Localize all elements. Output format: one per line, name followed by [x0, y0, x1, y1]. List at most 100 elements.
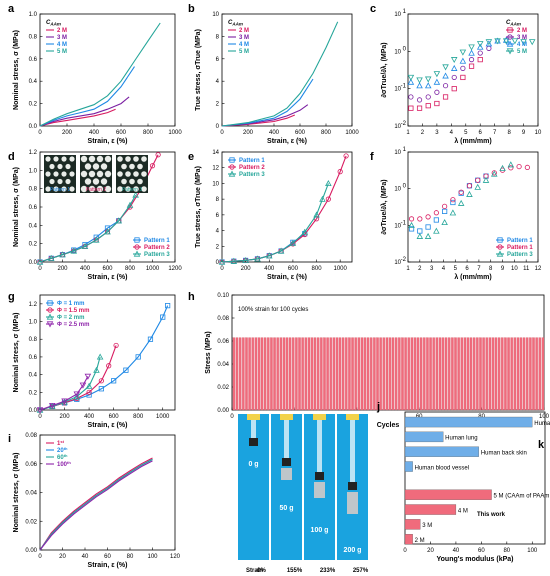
x-tick-label-c: 7: [493, 130, 497, 136]
cycle-bar: [448, 337, 451, 411]
data-point: [343, 153, 349, 159]
cycle-bar: [282, 337, 286, 411]
series-c-3: [407, 38, 536, 84]
data-point: [442, 203, 448, 209]
weight-icon: [281, 468, 292, 480]
data-point: [491, 170, 498, 177]
chart-b: 0 200 400 600 800 1000 0 2 4 6 8 10 Strain, ε (%) Tru…: [188, 3, 359, 145]
y-axis-label-a: Nominal stress, σ (MPa): [13, 30, 20, 110]
panel-label-a: a: [8, 3, 15, 15]
pattern-hole: [49, 178, 55, 185]
series-a-2: [39, 66, 135, 127]
y-tick-label-e: 6: [216, 213, 220, 219]
cycle-bar: [310, 337, 314, 411]
panel-label-i: i: [8, 433, 11, 445]
y-tick-label-b: 0: [216, 124, 220, 130]
weight-label: 50 g: [279, 505, 293, 512]
data-point: [450, 64, 458, 71]
legend-title: CAAm: [46, 20, 61, 27]
legend-g: Φ = 1 mmΦ = 1.5 mmΦ = 2 mmΦ = 2.5 mm: [46, 300, 89, 328]
x-tick-label-b: 1000: [345, 130, 359, 136]
legend-entry: 3 M: [57, 35, 67, 41]
y-tick-label-h: 0.10: [217, 293, 229, 299]
data-point: [477, 57, 483, 63]
y-tick-label-g: 0.2: [29, 390, 38, 396]
pattern-hole: [69, 186, 75, 192]
pattern-hole: [80, 170, 88, 178]
data-point: [408, 226, 415, 232]
series-line: [39, 376, 89, 411]
series-d-2: [36, 191, 139, 265]
data-point: [92, 236, 100, 243]
legend-marker: [506, 48, 514, 55]
x-tick-label-h: 0: [230, 414, 234, 420]
legend-title: CAAm: [228, 20, 243, 27]
data-point: [460, 65, 466, 71]
legend-entry-sup: th: [64, 446, 68, 451]
pattern-hole: [49, 163, 55, 170]
data-point: [459, 49, 467, 56]
cycle-bar: [391, 337, 395, 411]
data-point: [79, 382, 87, 389]
x-tick-label-f: 2: [418, 266, 422, 272]
data-point: [49, 402, 56, 410]
y-axis-label-c: ∂σTrue/∂λ, (MPa): [380, 42, 388, 97]
data-point: [104, 228, 111, 235]
data-point: [416, 232, 424, 239]
legend-entry: Pattern 1: [239, 158, 265, 164]
x-tick-label-f: 4: [442, 266, 446, 272]
x-tick-label-i: 60: [104, 554, 111, 560]
cycle-bar: [538, 337, 541, 411]
data-point: [476, 41, 484, 48]
x-tick-label-i: 0: [38, 554, 42, 560]
y-tick-label-e: 14: [212, 150, 219, 156]
data-point: [407, 74, 415, 81]
cycle-bar: [516, 337, 520, 411]
panel-label-b: b: [188, 3, 195, 15]
pattern-hole: [133, 186, 139, 192]
y-tick-label-f: 10: [394, 150, 401, 156]
x-tick-label-i: 20: [59, 554, 66, 560]
data-point: [520, 39, 527, 46]
data-point: [84, 373, 92, 380]
data-point: [433, 210, 439, 216]
cycle-bar: [419, 337, 423, 411]
data-point: [277, 247, 285, 254]
cycle-bar: [407, 337, 410, 411]
cycle-bar: [329, 337, 332, 411]
data-point: [442, 64, 449, 71]
x-tick-label-g: 800: [133, 414, 144, 420]
panel-label-d: d: [8, 151, 15, 163]
pattern-hole: [125, 186, 131, 192]
cycle-bar: [482, 337, 485, 411]
y-axis-label-h: Stress (MPa): [205, 331, 212, 373]
data-point: [460, 74, 466, 81]
data-point: [457, 199, 465, 206]
pattern-hole: [117, 156, 123, 162]
cycle-bar: [426, 337, 429, 411]
y-tick-label-e: 0: [216, 260, 220, 266]
y-tick-label-i: 0.04: [25, 491, 37, 497]
strain-value: 257%: [353, 568, 369, 574]
y-tick-label-g: 0.0: [29, 408, 38, 414]
data-point: [132, 191, 139, 198]
data-point: [407, 78, 415, 85]
series-g-3: [36, 373, 92, 414]
clamp-icon: [313, 414, 326, 420]
x-tick-label-i: 40: [82, 554, 89, 560]
data-point: [459, 57, 467, 64]
cycle-bar: [341, 337, 345, 411]
cycle-bar: [351, 337, 354, 411]
series-line: [39, 22, 161, 127]
y-tick-label-h: 0.00: [217, 408, 229, 414]
series-line: [39, 108, 116, 127]
legend-entry: 5 M: [57, 49, 67, 55]
y-tick-label-g: 0.8: [29, 337, 38, 343]
weight-clip-icon: [348, 482, 357, 490]
cycle-bar: [357, 337, 361, 411]
cycle-bar: [301, 337, 304, 411]
x-tick-label-g: 1000: [156, 414, 170, 420]
